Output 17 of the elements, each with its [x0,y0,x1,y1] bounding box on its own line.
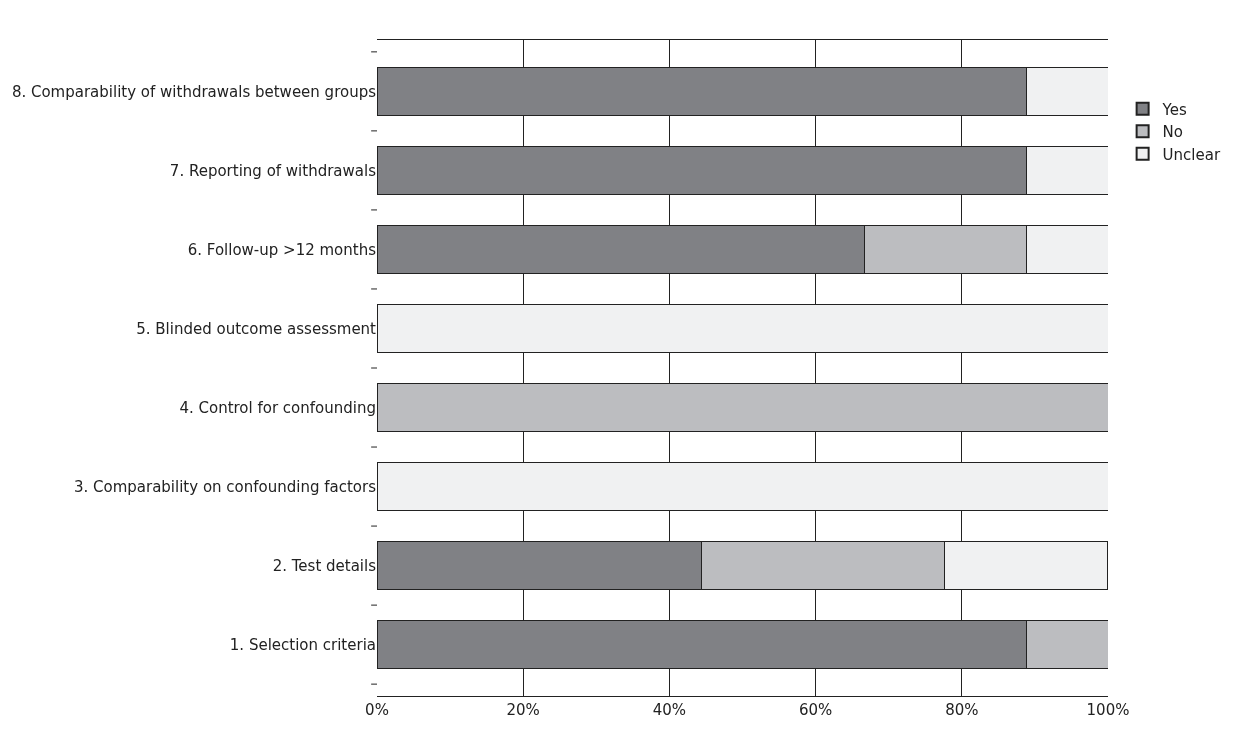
legend-label: Yes [1161,100,1188,119]
y-tick-label: 1. Selection criteria [229,635,376,654]
x-tick-label: 40% [652,701,687,719]
y-tick-label: 4. Control for confounding [179,398,376,417]
y-tick-label: 3. Comparability on confounding factors [73,477,377,496]
y-tick-label: 2. Test details [272,556,377,575]
y-tick-label: 7. Reporting of withdrawals [169,161,377,180]
x-tick-label: 0% [365,701,389,719]
y-tick-label: 5. Blinded outcome assessment [136,319,377,338]
legend-label: No [1162,123,1184,142]
x-tick-label: 100% [1086,701,1130,719]
x-tick-label: 80% [945,701,979,719]
legend-label: Unclear [1162,145,1221,164]
y-tick-label: 8. Comparability of withdrawals between groups [11,82,377,101]
y-tick-label: 6. Follow-up >12 months [187,240,377,259]
x-tick-label: 20% [506,701,540,719]
x-tick-label: 60% [798,701,833,719]
